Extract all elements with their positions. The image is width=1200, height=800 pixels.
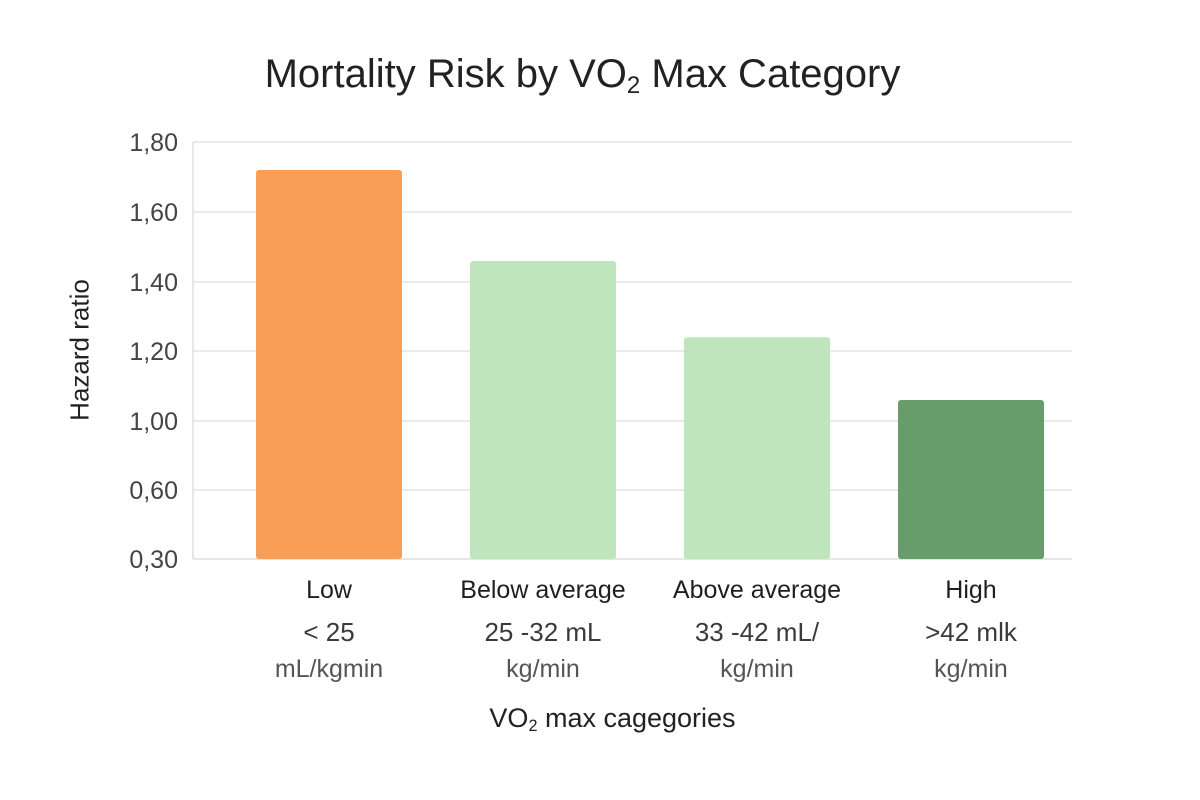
x-tick-range: 33 -42 mL/ [695, 617, 820, 647]
xlabel-subscript: 2 [528, 717, 538, 736]
bar [470, 261, 616, 559]
y-tick-label: 1,00 [129, 408, 178, 436]
x-tick-range: < 25 [303, 617, 354, 647]
title-prefix: Mortality Risk by VO [264, 52, 627, 96]
xlabel-prefix: VO [489, 703, 529, 733]
title-suffix: Max Category [640, 52, 901, 96]
bar [898, 400, 1044, 559]
x-tick-label: Low [306, 576, 353, 604]
x-tick-unit: kg/min [720, 655, 794, 683]
x-axis-label: VO2 max cagegories [0, 703, 1200, 734]
y-tick-label: 1,80 [129, 129, 178, 157]
bar [256, 170, 402, 559]
x-tick-unit: kg/min [506, 655, 580, 683]
title-subscript: 2 [626, 72, 641, 99]
x-tick-range: 25 -32 mL [484, 617, 601, 647]
x-tick-unit: kg/min [934, 655, 1008, 683]
y-tick-label: 0,60 [129, 477, 178, 505]
y-tick-label: 1,60 [129, 199, 178, 227]
y-tick-label: 1,40 [129, 269, 178, 297]
x-tick-unit: mL/kgmin [275, 655, 383, 683]
x-tick-label: Above average [673, 576, 841, 604]
x-tick-label: Below average [460, 576, 625, 604]
xlabel-suffix: max cagegories [537, 703, 736, 733]
x-tick-label: High [945, 576, 996, 604]
y-tick-label: 1,20 [129, 338, 178, 366]
y-tick-label: 0,30 [129, 546, 178, 574]
x-tick-range: >42 mlk [925, 617, 1018, 647]
chart-title: Mortality Risk by VO2 Max Category [0, 52, 1165, 99]
bar [684, 337, 830, 559]
